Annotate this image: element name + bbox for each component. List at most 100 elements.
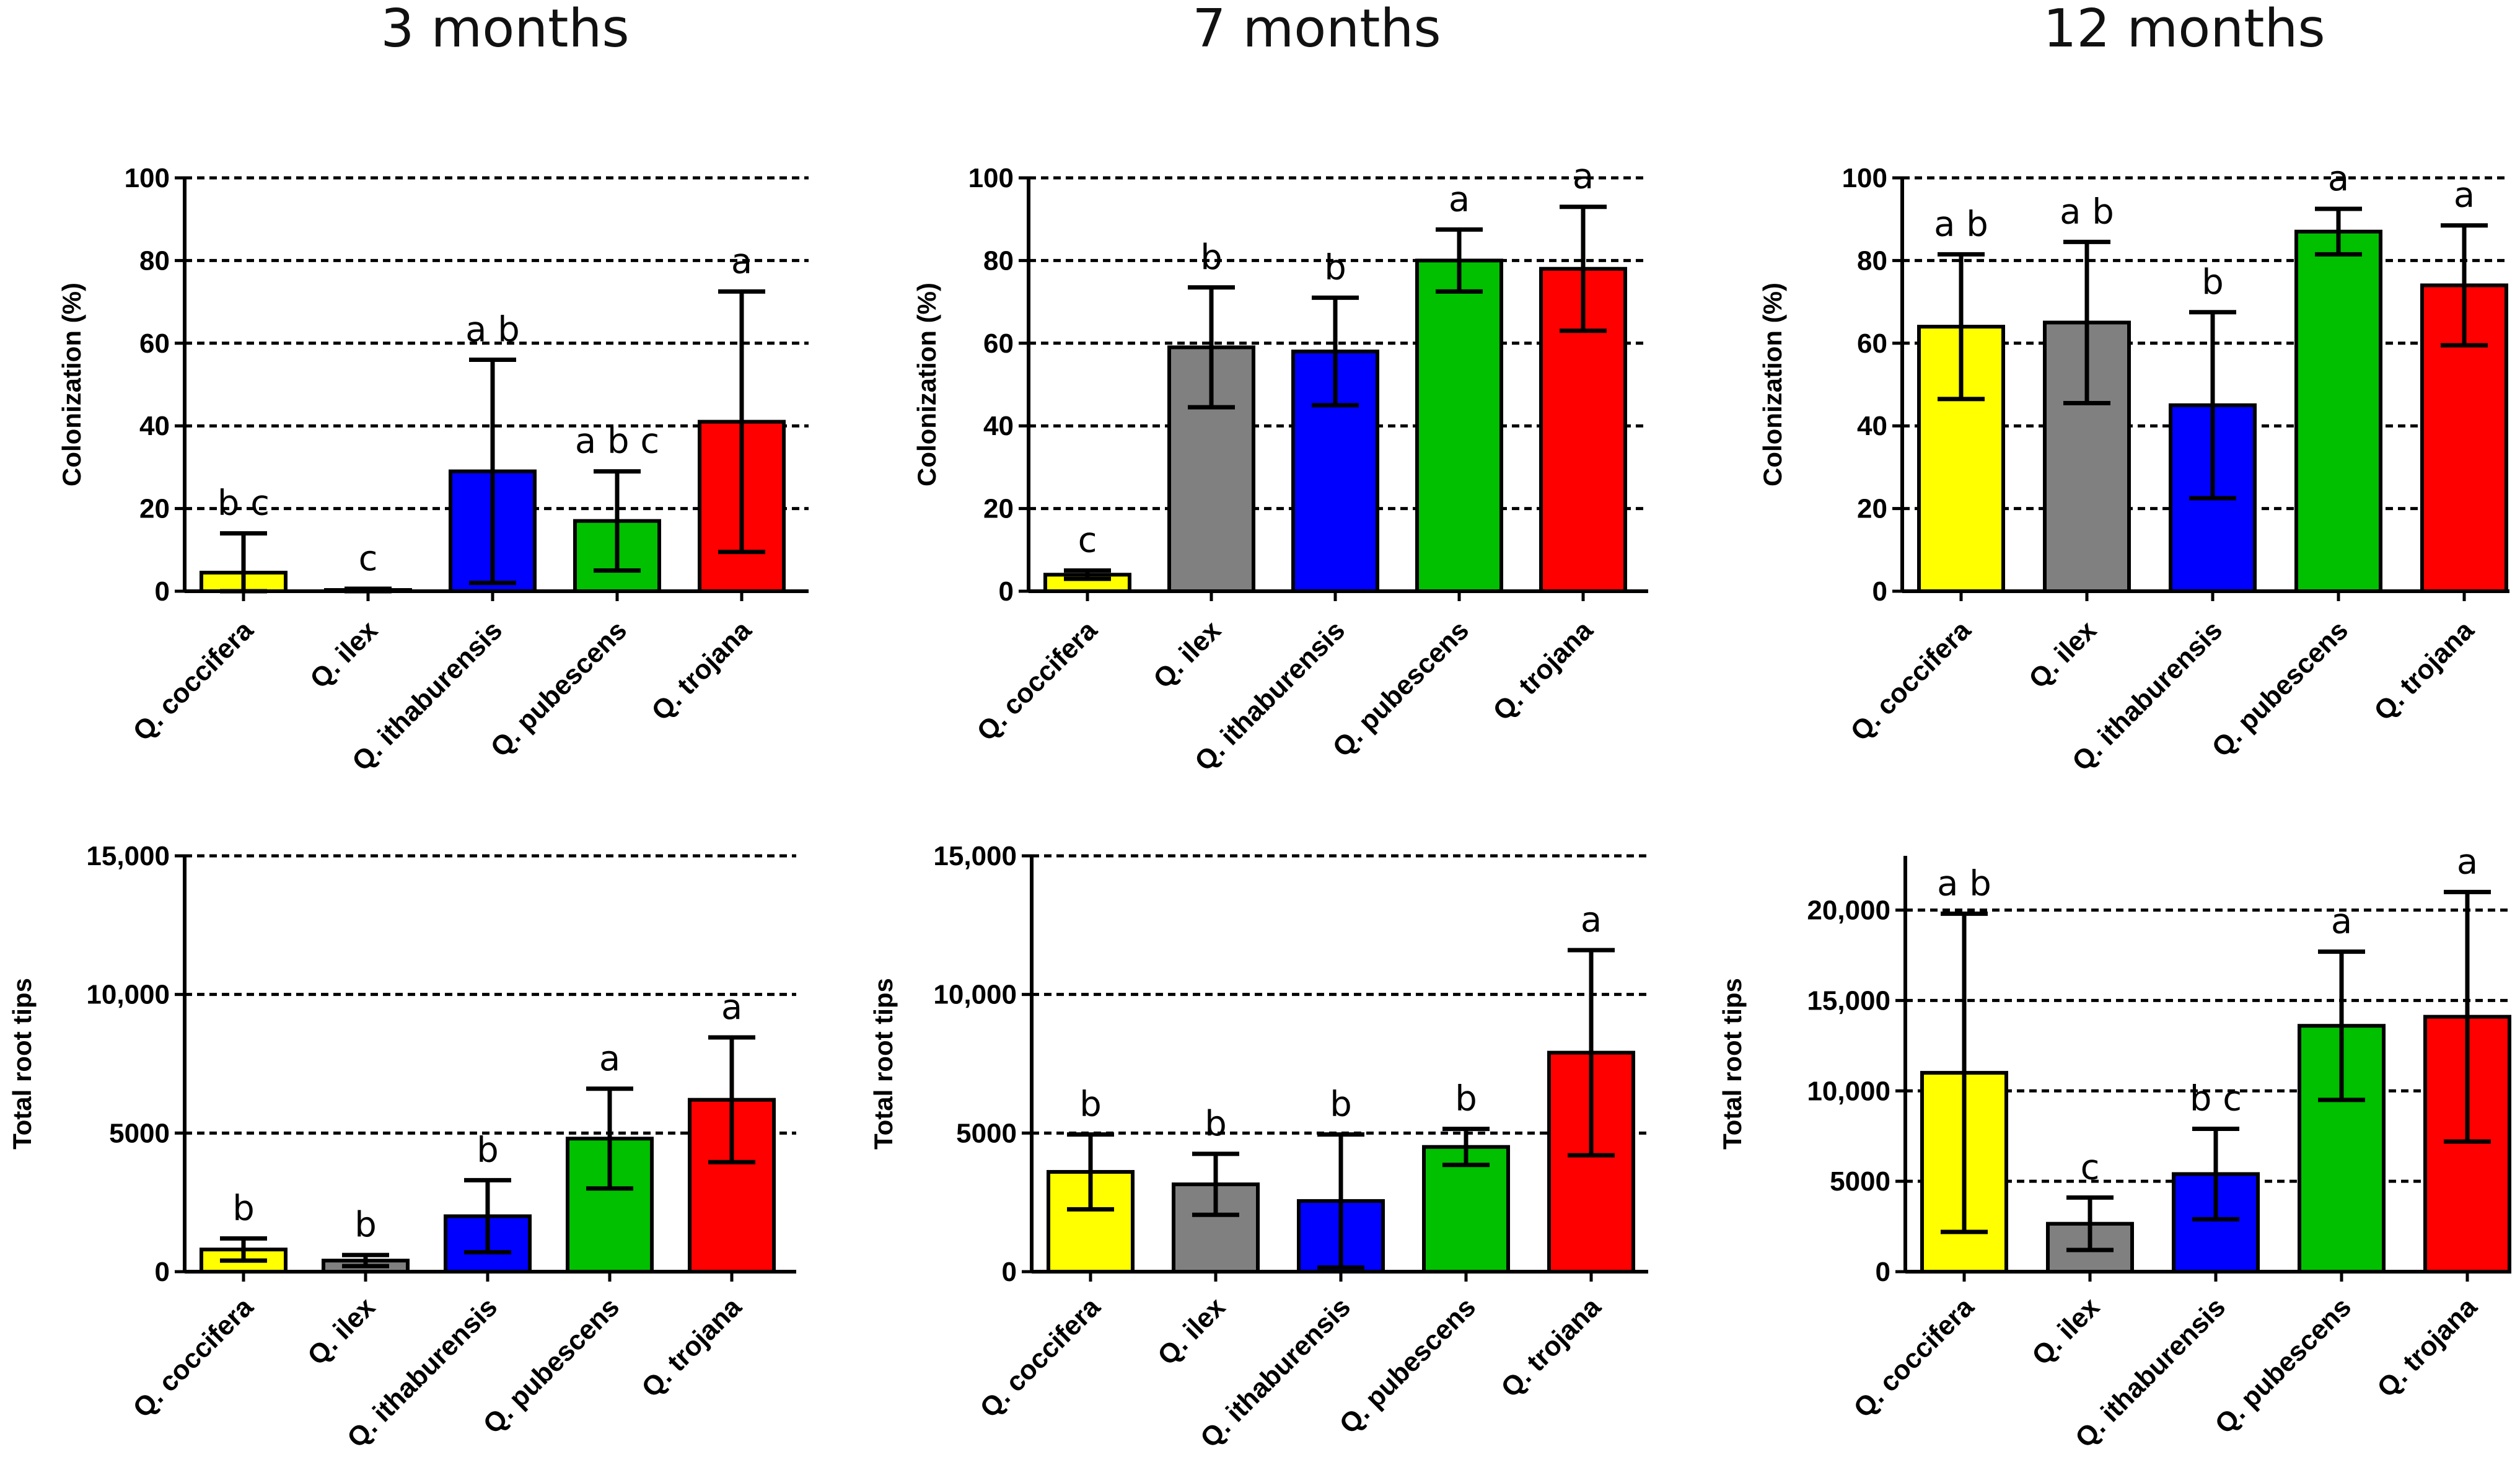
category-label: Q. coccifera <box>971 615 1103 747</box>
y-tick-label: 80 <box>1857 245 1887 276</box>
bar-pubescens <box>2296 232 2381 591</box>
chart-panel-3: 0 20 40 60 80 100 Colonization (%) a b Q. coccif… <box>1758 159 2509 777</box>
chart-panel-4: 0 5000 10,000 15,000 Total root tips b Q. cocc… <box>7 841 796 1454</box>
bar-pubescens <box>1417 260 1501 591</box>
column-title-3-months: 3 months <box>380 0 629 59</box>
y-tick-label: 5000 <box>956 1118 1017 1148</box>
significance-letter: a <box>599 1039 620 1079</box>
y-tick-label: 100 <box>968 163 1014 193</box>
category-label: Q. trojana <box>2371 1292 2483 1403</box>
y-tick-label: 10,000 <box>86 980 170 1010</box>
y-tick-label: 40 <box>983 411 1014 441</box>
significance-letter: a b c <box>575 421 659 462</box>
chart-panel-2: 0 20 40 60 80 100 Colonization (%) c Q. coccifer… <box>912 157 1648 777</box>
category-label: Q. ilex <box>1152 1292 1231 1371</box>
category-label: Q. ilex <box>2026 1292 2105 1371</box>
significance-letter: a <box>2454 175 2475 216</box>
y-tick-label: 20 <box>139 494 170 524</box>
category-label: Q. coccifera <box>1845 615 1977 747</box>
y-tick-label: 60 <box>1857 328 1887 359</box>
y-axis-label: Colonization (%) <box>57 283 86 486</box>
y-axis-label: Total root tips <box>1718 978 1747 1150</box>
y-tick-label: 15,000 <box>1807 985 1890 1016</box>
y-tick-label: 15,000 <box>933 841 1017 871</box>
category-label: Q. pubescens <box>2209 1292 2357 1440</box>
significance-letter: c <box>359 539 378 579</box>
significance-letter: a b <box>1937 863 1991 904</box>
significance-letter: b <box>232 1188 255 1228</box>
y-tick-label: 20 <box>983 494 1014 524</box>
y-tick-label: 60 <box>983 328 1014 359</box>
category-label: Q. coccifera <box>974 1292 1106 1424</box>
y-tick-label: 100 <box>1842 163 1887 193</box>
y-tick-label: 0 <box>155 576 170 607</box>
category-label: Q. pubescens <box>1333 1292 1482 1440</box>
significance-letter: b <box>354 1205 377 1245</box>
y-tick-label: 0 <box>1876 1257 1890 1287</box>
significance-letter: b <box>1455 1079 1477 1119</box>
y-tick-label: 0 <box>999 576 1014 607</box>
chart-panels: 0 20 40 60 80 100 Colonization (%) b c Q. coccif… <box>7 157 2509 1454</box>
significance-letter: b c <box>2190 1079 2242 1119</box>
significance-letter: a b <box>465 309 520 350</box>
significance-letter: a <box>1449 179 1470 219</box>
column-title-7-months: 7 months <box>1192 0 1441 59</box>
chart-panel-6: 0 5000 10,000 15,000 20,000 Total root tips a … <box>1718 842 2509 1453</box>
figure: 3 months 7 months 12 months 0 20 40 60 80 100… <box>0 0 2520 1483</box>
significance-letter: c <box>2081 1147 2100 1187</box>
significance-letter: b <box>1205 1104 1227 1144</box>
chart-panel-1: 0 20 40 60 80 100 Colonization (%) b c Q. coccif… <box>57 163 809 777</box>
significance-letter: a b <box>2060 191 2114 232</box>
y-tick-label: 15,000 <box>86 841 170 871</box>
y-tick-label: 5000 <box>1830 1166 1890 1197</box>
significance-letter: b <box>1324 247 1346 288</box>
y-axis-label: Total root tips <box>869 978 898 1150</box>
y-tick-label: 20 <box>1857 494 1887 524</box>
column-title-12-months: 12 months <box>2043 0 2325 59</box>
y-tick-label: 60 <box>139 328 170 359</box>
significance-letter: a <box>2331 902 2352 942</box>
y-tick-label: 40 <box>139 411 170 441</box>
significance-letter: a <box>1581 900 1602 940</box>
y-axis-label: Total root tips <box>7 978 37 1150</box>
y-tick-label: 80 <box>983 245 1014 276</box>
chart-panel-5: 0 5000 10,000 15,000 Total root tips b Q. cocc… <box>869 841 1648 1454</box>
significance-letter: b <box>1079 1085 1102 1125</box>
y-tick-label: 80 <box>139 245 170 276</box>
significance-letter: b <box>476 1130 499 1170</box>
y-tick-label: 10,000 <box>1807 1076 1890 1106</box>
significance-letter: a <box>1573 157 1594 197</box>
significance-letter: a <box>2457 842 2478 882</box>
y-tick-label: 0 <box>155 1257 170 1287</box>
y-tick-label: 100 <box>125 163 170 193</box>
significance-letter: b <box>1200 237 1223 278</box>
category-label: Q. coccifera <box>127 1292 259 1424</box>
category-label: Q. trojana <box>2368 615 2480 726</box>
category-label: Q. ilex <box>304 615 384 694</box>
significance-letter: a <box>2328 159 2349 199</box>
significance-letter: a <box>721 987 742 1028</box>
y-tick-label: 0 <box>1872 576 1887 607</box>
significance-letter: a <box>731 241 752 281</box>
significance-letter: a b <box>1934 204 1988 244</box>
category-label: Q. ilex <box>2023 615 2102 694</box>
category-label: Q. ilex <box>302 1292 381 1371</box>
category-label: Q. trojana <box>1495 1292 1607 1403</box>
category-label: Q. trojana <box>1487 615 1599 726</box>
significance-letter: c <box>1078 521 1097 561</box>
category-label: Q. trojana <box>646 615 757 726</box>
category-label: Q. pubescens <box>2206 615 2354 763</box>
y-tick-label: 40 <box>1857 411 1887 441</box>
category-label: Q. coccifera <box>127 615 259 747</box>
y-tick-label: 0 <box>1002 1257 1017 1287</box>
y-axis-label: Colonization (%) <box>1758 283 1787 486</box>
y-axis-label: Colonization (%) <box>912 283 941 486</box>
category-label: Q. ilex <box>1148 615 1227 694</box>
y-tick-label: 5000 <box>109 1118 170 1148</box>
significance-letter: b c <box>217 483 270 524</box>
significance-letter: b <box>2202 262 2224 302</box>
category-label: Q. coccifera <box>1848 1292 1980 1424</box>
category-label: Q. trojana <box>636 1292 747 1403</box>
significance-letter: b <box>1330 1085 1352 1125</box>
y-tick-label: 10,000 <box>933 980 1017 1010</box>
